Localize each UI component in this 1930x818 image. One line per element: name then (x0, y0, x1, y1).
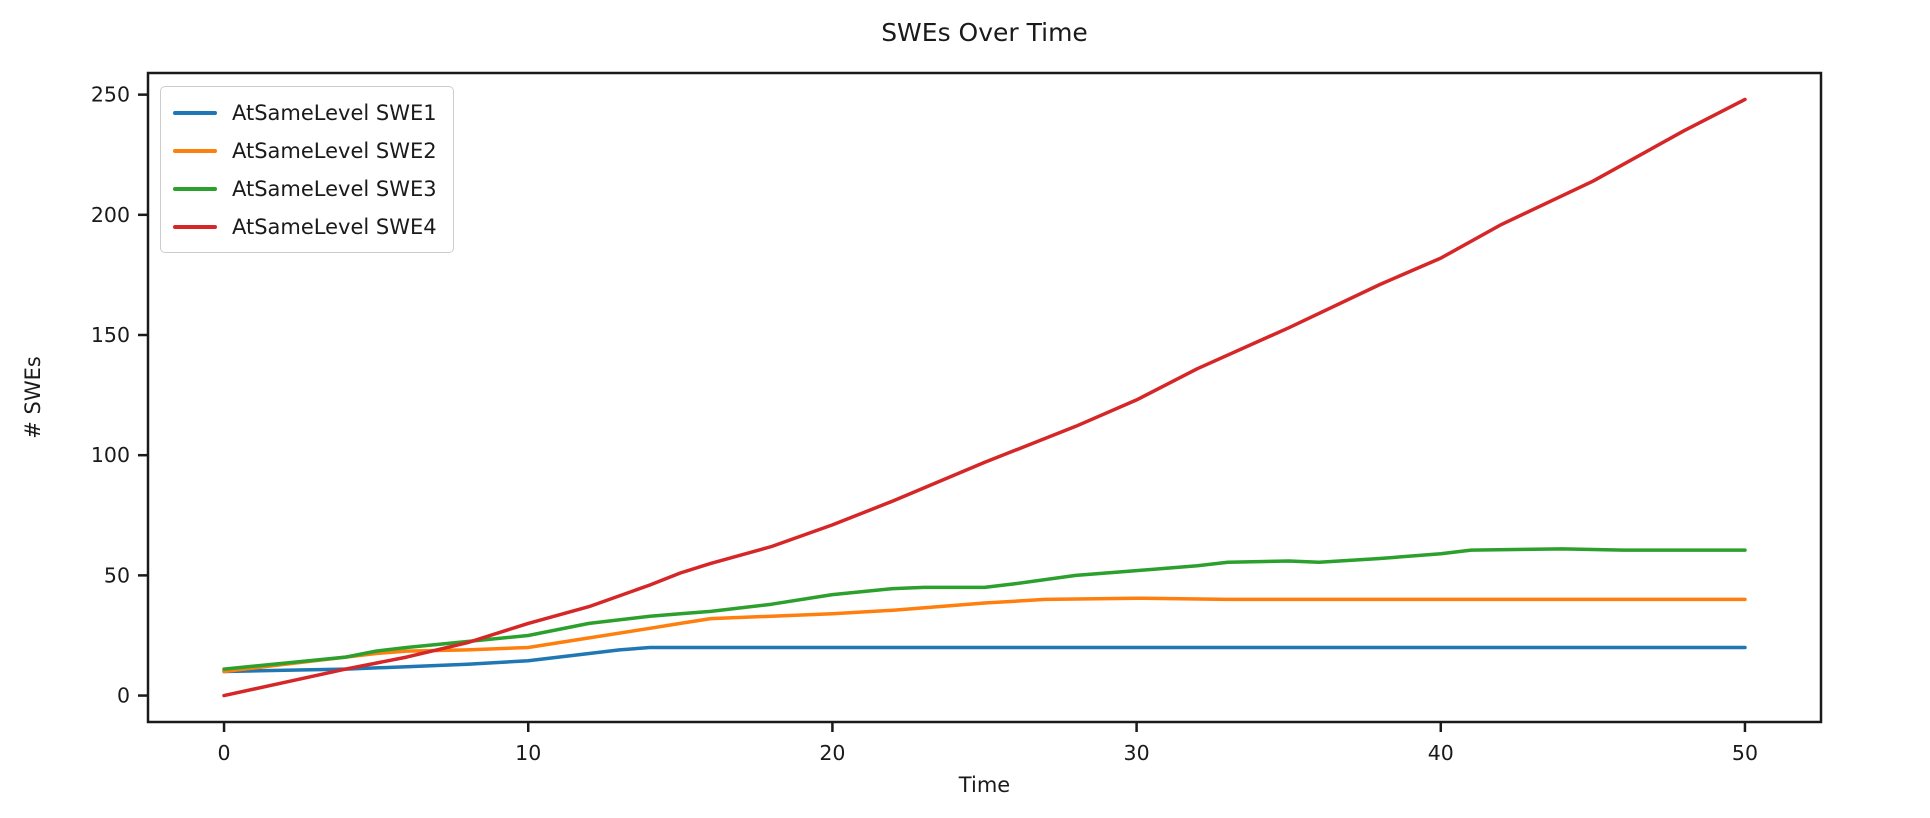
legend-item-swe3: AtSameLevel SWE3 (173, 172, 437, 205)
plot-frame (146, 71, 1823, 724)
y-tick-label: 200 (91, 203, 130, 227)
y-tick-label: 0 (117, 684, 130, 708)
x-axis-label: Time (958, 773, 1010, 797)
legend-item-swe4: AtSameLevel SWE4 (173, 210, 437, 243)
x-tick-label: 50 (1732, 741, 1758, 765)
legend: AtSameLevel SWE1 AtSameLevel SWE2 AtSameLe… (160, 86, 454, 253)
series-line-swe3 (222, 547, 1747, 671)
legend-label: AtSameLevel SWE1 (232, 100, 437, 125)
legend-item-swe1: AtSameLevel SWE1 (173, 96, 437, 129)
legend-item-swe2: AtSameLevel SWE2 (173, 134, 437, 167)
x-tick-label: 30 (1124, 741, 1150, 765)
legend-line-swatch (173, 148, 217, 153)
x-tick-label: 10 (515, 741, 541, 765)
y-tick-label: 150 (91, 323, 130, 347)
legend-label: AtSameLevel SWE3 (232, 176, 437, 201)
x-tick-label: 20 (819, 741, 845, 765)
x-tick-label: 40 (1428, 741, 1454, 765)
series-line-swe4 (222, 97, 1747, 698)
y-tick-label: 250 (91, 83, 130, 107)
legend-line-swatch (173, 186, 217, 191)
y-tick-label: 50 (104, 563, 130, 587)
x-tick-label: 0 (218, 741, 231, 765)
y-tick-label: 100 (91, 443, 130, 467)
legend-label: AtSameLevel SWE2 (232, 138, 437, 163)
legend-line-swatch (173, 110, 217, 115)
series-line-swe2 (222, 596, 1747, 674)
y-axis-label: # SWEs (21, 356, 45, 439)
legend-line-swatch (173, 224, 217, 229)
legend-label: AtSameLevel SWE4 (232, 214, 437, 239)
series-line-swe1 (222, 645, 1747, 674)
chart-title: SWEs Over Time (881, 18, 1088, 47)
